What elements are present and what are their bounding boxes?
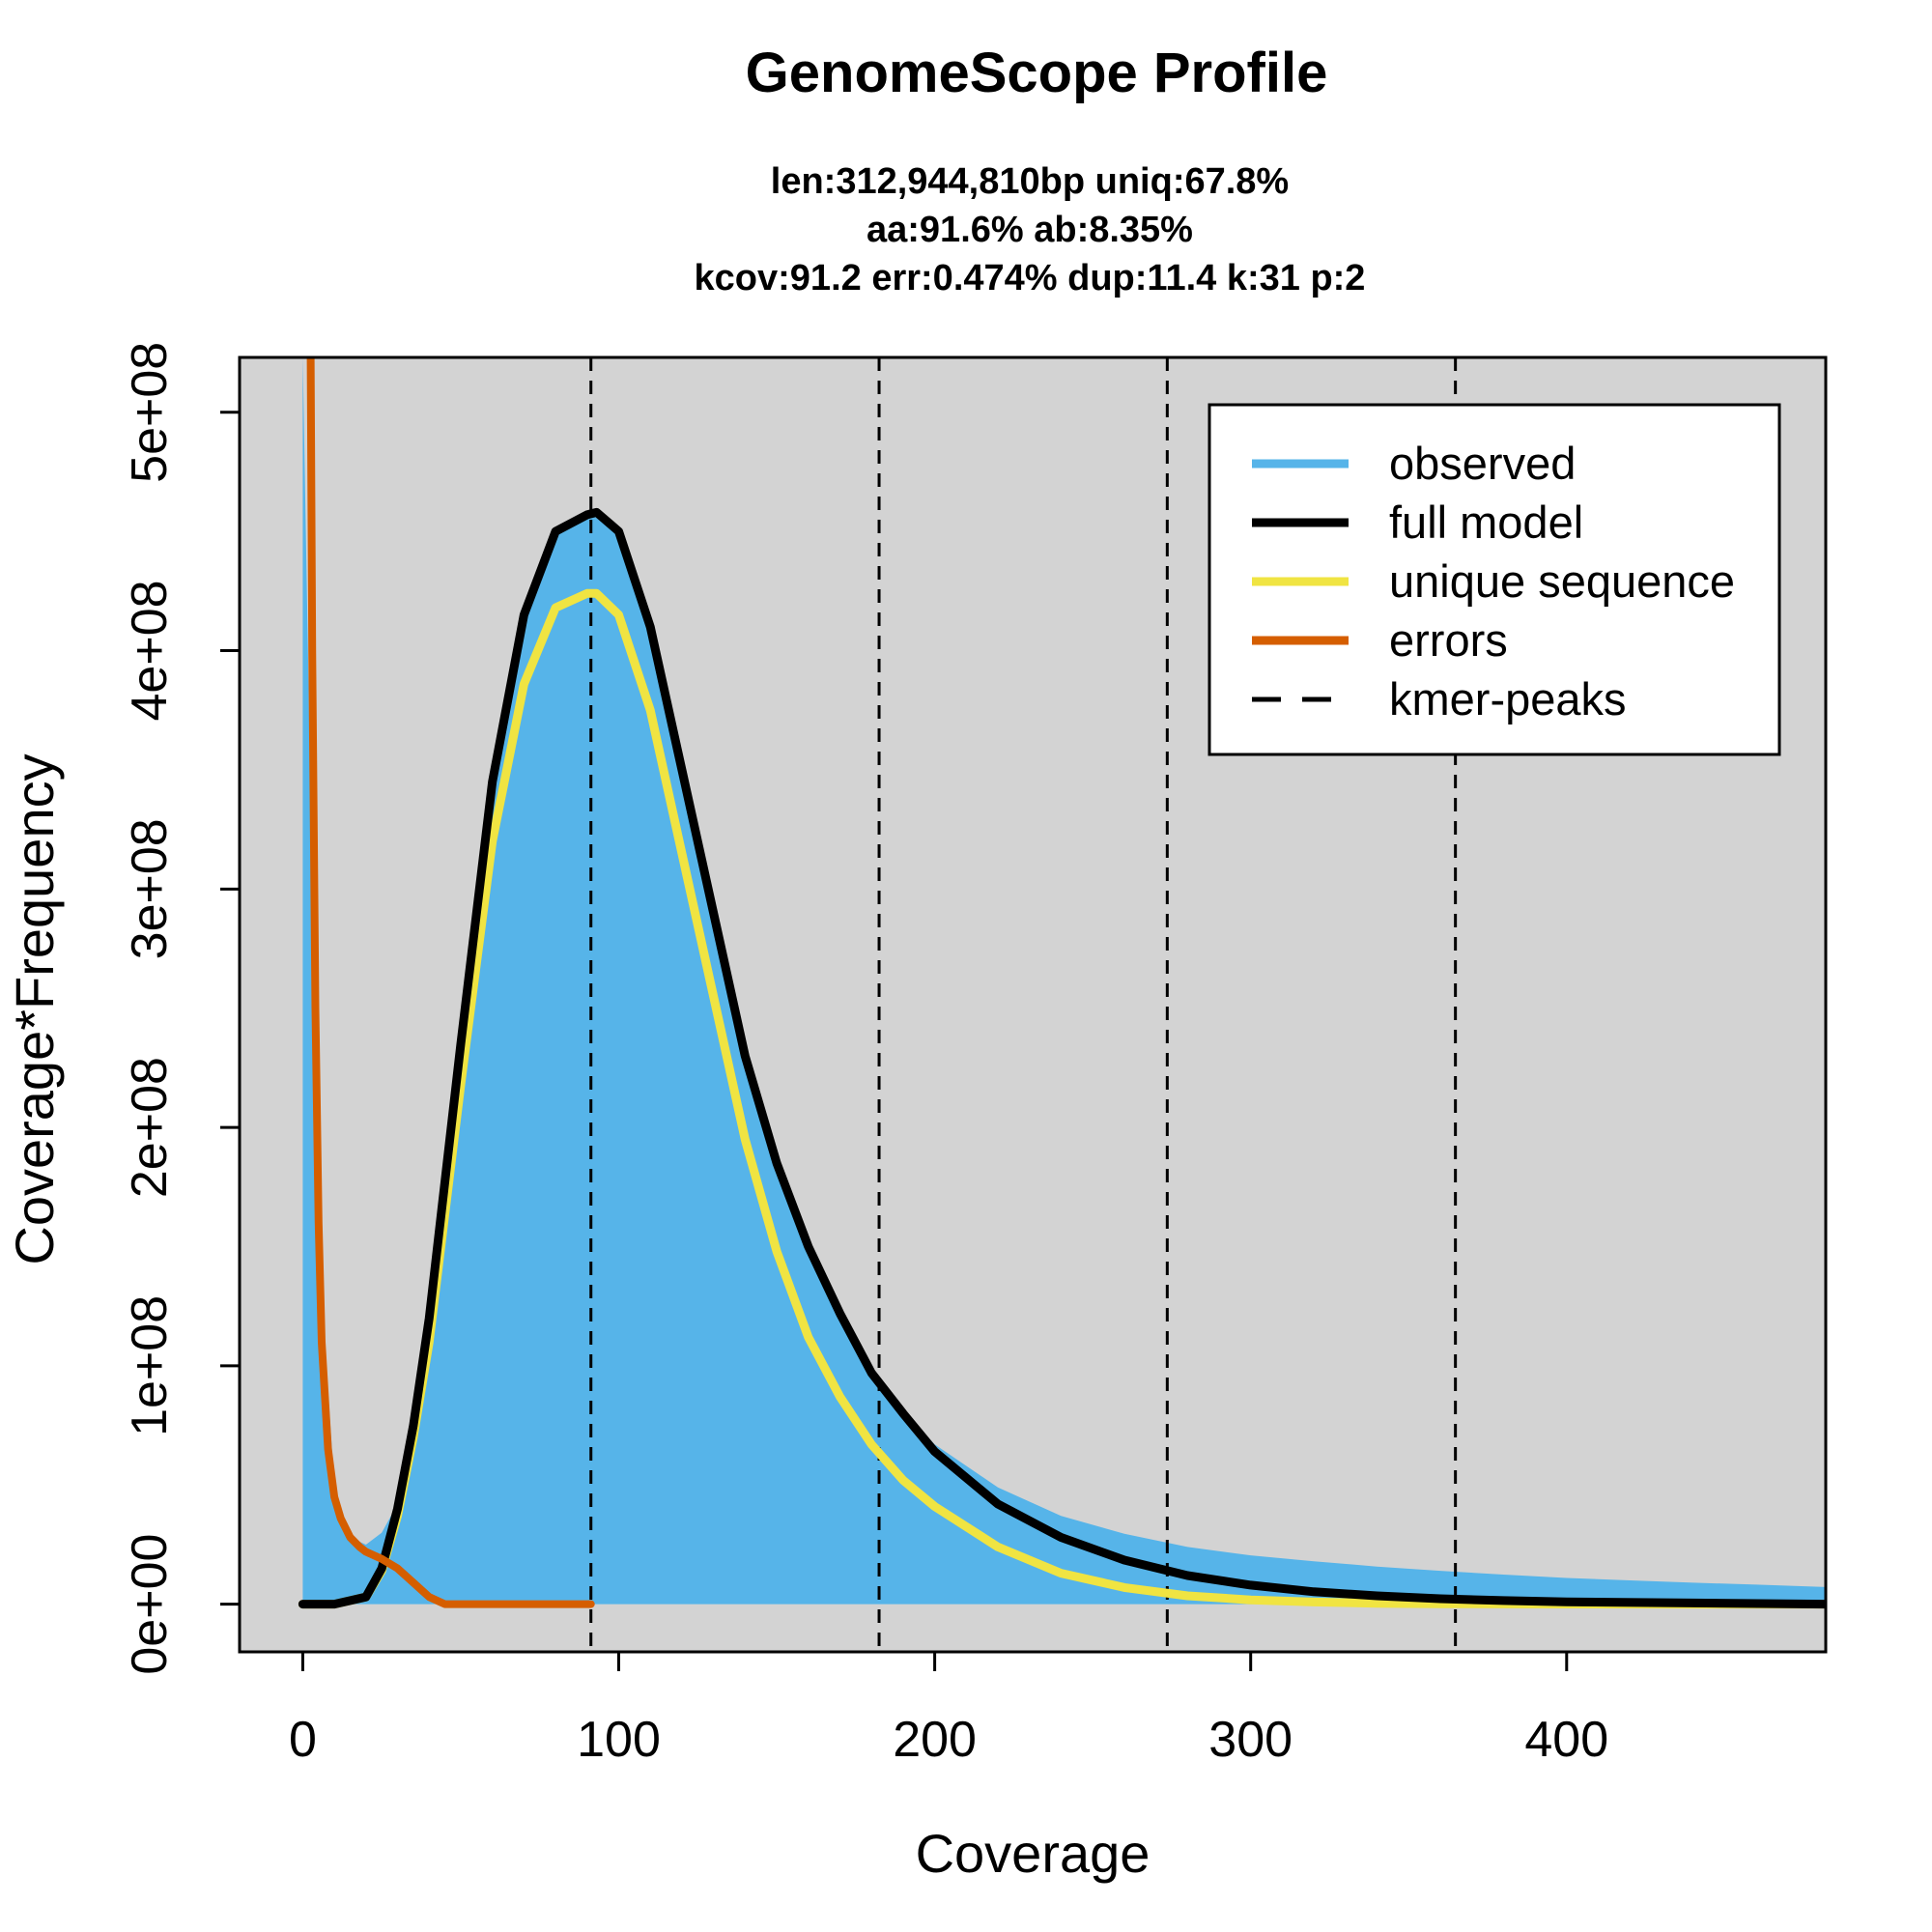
y-axis: 0e+00 1e+08 2e+08 3e+08 4e+08 5e+08 bbox=[122, 342, 242, 1675]
chart-subtitle-line-1: len:312,944,810bp uniq:67.8% bbox=[771, 161, 1289, 202]
chart-subtitle-line-2: aa:91.6% ab:8.35% bbox=[867, 210, 1193, 250]
y-tick-label-0: 0e+00 bbox=[122, 1534, 178, 1675]
chart-subtitle-line-3: kcov:91.2 err:0.474% dup:11.4 k:31 p:2 bbox=[695, 258, 1366, 298]
legend-label-3: errors bbox=[1389, 614, 1508, 666]
full-model-line bbox=[298, 507, 1826, 1609]
y-axis-label: Coverage*Frequency bbox=[4, 753, 65, 1264]
chart-title: GenomeScope Profile bbox=[746, 42, 1328, 104]
x-axis-label: Coverage bbox=[916, 1823, 1151, 1884]
legend-label-0: observed bbox=[1389, 438, 1576, 489]
y-tick-label-1: 1e+08 bbox=[122, 1295, 178, 1436]
legend-label-4: kmer-peaks bbox=[1389, 673, 1627, 724]
x-axis: 0 100 200 300 400 bbox=[289, 1650, 1608, 1768]
errors-line bbox=[306, 357, 595, 1608]
legend: observed full model unique sequence errors k… bbox=[1208, 403, 1781, 756]
legend-label-1: full model bbox=[1389, 497, 1583, 548]
x-tick-label-0: 0 bbox=[289, 1712, 317, 1768]
y-tick-label-4: 4e+08 bbox=[122, 580, 178, 721]
y-tick-label-2: 2e+08 bbox=[122, 1057, 178, 1198]
observed-area bbox=[302, 357, 1826, 1605]
x-tick-label-2: 200 bbox=[893, 1712, 977, 1768]
x-tick-label-1: 100 bbox=[577, 1712, 661, 1768]
x-tick-label-4: 400 bbox=[1524, 1712, 1608, 1768]
y-tick-label-3: 3e+08 bbox=[122, 818, 178, 959]
legend-label-2: unique sequence bbox=[1389, 555, 1735, 607]
y-tick-label-5: 5e+08 bbox=[122, 342, 178, 483]
x-tick-label-3: 300 bbox=[1208, 1712, 1293, 1768]
